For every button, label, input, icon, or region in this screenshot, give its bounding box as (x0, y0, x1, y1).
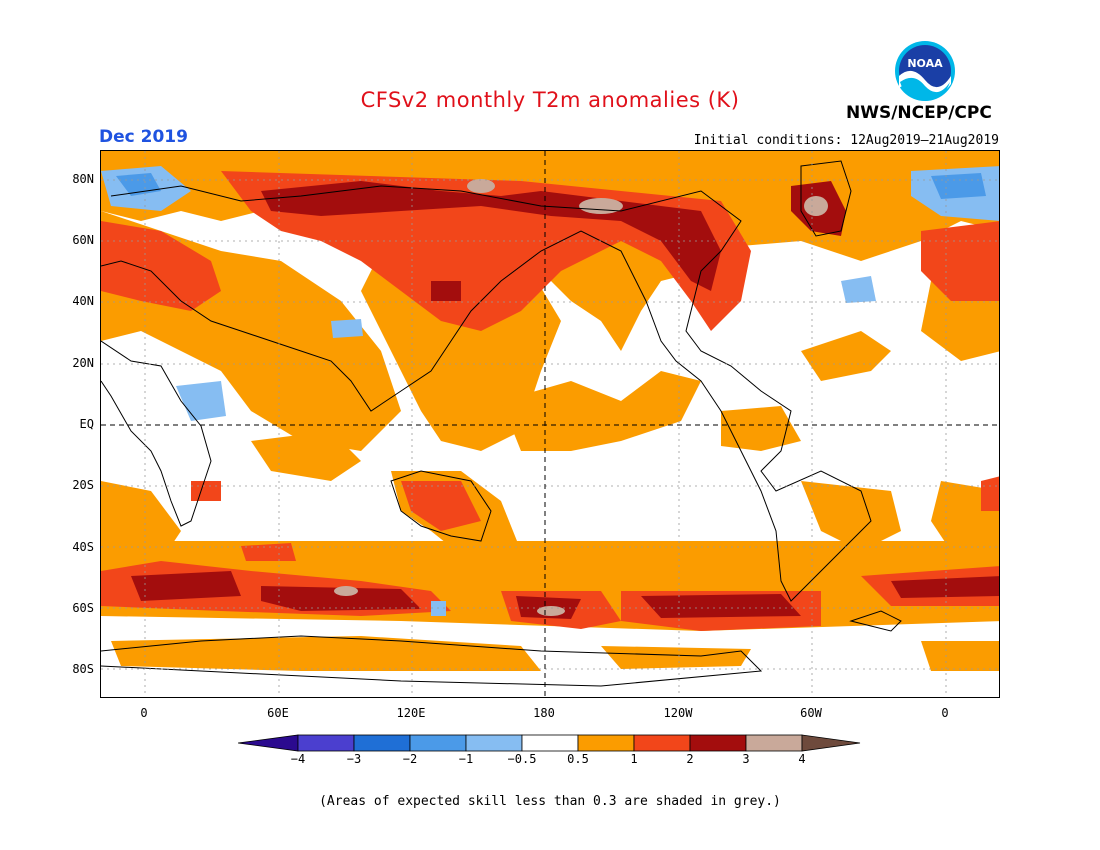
lat-label-60n: 60N (72, 233, 94, 247)
colorbar-label: −3 (346, 752, 362, 766)
colorbar-swatch (409, 734, 467, 752)
colorbar-label: 4 (798, 752, 806, 766)
colorbar-swatch (745, 734, 803, 752)
lon-label-60w: 60W (800, 706, 822, 720)
lon-label-0-west: 0 (140, 706, 148, 720)
colorbar-swatch (238, 734, 299, 752)
colorbar-label: 3 (742, 752, 750, 766)
logo-text: NOAA (907, 57, 943, 70)
lon-label-0-east: 0 (941, 706, 949, 720)
colorbar-swatch (577, 734, 635, 752)
colorbar-label: 2 (686, 752, 694, 766)
lat-label-80n: 80N (72, 172, 94, 186)
graticule (101, 151, 999, 697)
colorbar-label: 1 (630, 752, 638, 766)
colorbar-swatch (521, 734, 579, 752)
colorbar-swatch (465, 734, 523, 752)
lon-label-180: 180 (533, 706, 555, 720)
map-title: CFSv2 monthly T2m anomalies (K) (360, 88, 740, 112)
lat-label-40n: 40N (72, 294, 94, 308)
colorbar-label: 0.5 (567, 752, 589, 766)
initial-conditions: Initial conditions: 12Aug2019–21Aug2019 (693, 133, 999, 148)
colorbar-swatch (353, 734, 411, 752)
lat-label-20s: 20S (72, 478, 94, 492)
lon-label-60e: 60E (267, 706, 289, 720)
skill-footnote: (Areas of expected skill less than 0.3 a… (319, 794, 781, 809)
equator-dateline (101, 151, 999, 697)
colorbar (238, 734, 861, 752)
lon-label-120w: 120W (663, 706, 693, 720)
colorbar-swatch (633, 734, 691, 752)
colorbar-label: −0.5 (507, 752, 537, 766)
colorbar-label: −2 (402, 752, 418, 766)
coastlines (101, 160, 902, 687)
forecast-month: Dec 2019 (99, 127, 188, 147)
lat-label-60s: 60S (72, 601, 94, 615)
lat-label-eq: EQ (79, 417, 94, 431)
noaa-logo-icon: NOAA (895, 41, 955, 101)
lat-label-40s: 40S (72, 540, 94, 554)
colorbar-label: −4 (290, 752, 306, 766)
agency-label: NWS/NCEP/CPC (846, 103, 992, 123)
anomaly-map-svg (101, 151, 999, 697)
colorbar-swatch (801, 734, 861, 752)
lat-label-20n: 20N (72, 356, 94, 370)
lon-label-120e: 120E (396, 706, 426, 720)
colorbar-swatch (689, 734, 747, 752)
colorbar-label: −1 (458, 752, 474, 766)
lat-label-80s: 80S (72, 662, 94, 676)
colorbar-swatch (297, 734, 355, 752)
anomaly-map (100, 150, 1000, 698)
